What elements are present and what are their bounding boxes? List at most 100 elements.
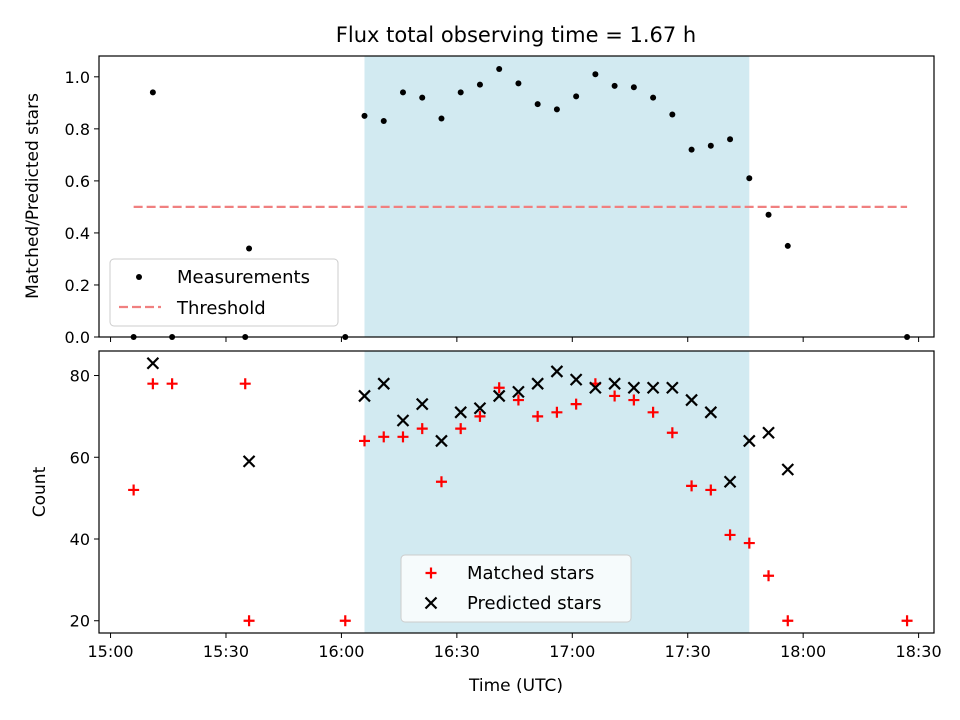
matched-stars-point [705,484,717,496]
predicted-stars-point [646,381,660,395]
top-axes: 0.0 0.2 0.4 0.6 0.8 1.0 [65,55,935,347]
chart-title: Flux total observing time = 1.67 h [336,23,696,47]
y-tick-label: 0.0 [65,328,90,347]
measurements-point [246,245,253,252]
measurements-point [727,136,734,143]
legend-measurements-marker [136,274,142,280]
legend-box [109,258,339,327]
top-y-axis-label: Matched/Predicted stars [23,93,43,299]
matched-stars-point [570,398,582,410]
predicted-stars-point [608,377,621,390]
measurements-point [419,94,426,101]
predicted-stars-point [242,455,256,468]
legend-predicted-marker [424,596,438,610]
matched-stars-point [782,615,794,627]
bottom-y-axis-label: Count [30,466,50,517]
measurements-point [149,89,156,96]
matched-stars-point [724,529,736,541]
predicted-stars-point [666,381,679,395]
predicted-stars-point [512,385,525,399]
legend-matched-marker [425,567,437,579]
observing-window-band [364,56,750,337]
predicted-stars-point [569,373,583,386]
matched-stars-point [512,394,524,406]
y-tick-label: 0.6 [65,172,90,191]
matched-stars-point [551,406,563,418]
bottom-marks-layer [128,356,913,627]
predicted-stars-point [743,434,756,448]
bottom-legend: Matched stars Predicted stars [400,554,632,623]
legend-measurements-label: Measurements [177,267,310,288]
measurements-point [765,211,772,218]
measurements-point [746,175,753,182]
measurements-point [380,118,387,125]
axes-frame [98,55,935,338]
measurements-point [784,242,791,249]
x-tick-label: 17:30 [665,642,711,661]
predicted-stars-point [473,401,487,415]
predicted-stars-point [415,397,429,411]
predicted-stars-point [781,463,795,476]
predicted-stars-point [146,356,160,370]
measurements-point [688,146,695,153]
measurements-point [534,101,541,108]
top-observing-window [364,56,750,337]
measurements-point [361,112,368,119]
y-tick-label: 1.0 [65,68,90,87]
y-tick-label: 80 [70,367,90,386]
legend-box [400,554,632,623]
matched-stars-point [147,378,159,390]
matched-stars-point [628,394,640,406]
predicted-stars-point [627,381,641,395]
matched-stars-point [763,570,775,582]
x-tick-label: 17:00 [549,642,595,661]
x-tick-label: 15:00 [87,642,133,661]
legend-predicted-label: Predicted stars [467,593,601,614]
x-tick-label: 15:30 [203,642,249,661]
matched-stars-point [239,378,251,390]
measurements-point [438,115,445,122]
y-tick-label: 20 [70,612,90,631]
predicted-stars-point [377,377,391,390]
measurements-point [515,80,522,87]
matched-stars-point [532,410,544,422]
measurements-point [573,93,580,100]
y-tick-label: 0.8 [65,120,90,139]
bottom-panel: 15:00 15:30 16:00 16:30 17:00 17:30 18:00 18:30… [30,350,942,696]
matched-stars-point [339,615,351,627]
predicted-stars-point [492,389,506,403]
predicted-stars-point [723,475,737,489]
top-panel: Flux total observing time = 1.67 h 0.0 0.… [23,23,935,347]
measurements-point [707,142,714,149]
y-tick-label: 60 [70,448,90,467]
matched-stars-point [609,390,621,402]
matched-stars-point [397,431,409,443]
y-tick-label: 40 [70,530,90,549]
legend-matched-label: Matched stars [467,563,594,584]
measurements-point [457,89,464,96]
predicted-stars-point [396,414,410,427]
y-tick-label: 0.4 [65,224,90,243]
predicted-stars-point [531,377,544,390]
matched-stars-point [166,378,178,390]
matched-stars-point [901,615,913,627]
matched-stars-point [128,484,140,496]
predicted-stars-point [762,426,775,440]
predicted-stars-point [685,393,698,407]
legend-threshold-label: Threshold [176,298,266,319]
matched-stars-point [647,406,659,418]
x-tick-label: 16:00 [318,642,364,661]
matched-stars-point [686,480,698,492]
matched-stars-point [474,410,486,422]
matched-stars-point [243,615,255,627]
matched-stars-point [666,427,678,439]
matched-stars-point [743,537,755,549]
predicted-stars-point [358,389,371,403]
measurements-point [669,111,676,118]
predicted-stars-point [435,434,448,448]
measurements-point [476,81,483,88]
predicted-stars-point [704,406,718,419]
top-legend: Measurements Threshold [109,258,339,327]
predicted-stars-point [550,365,564,378]
